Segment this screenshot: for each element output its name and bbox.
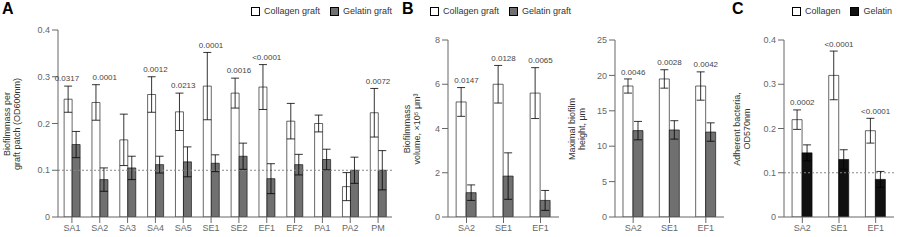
svg-text:EF2: EF2 [286,223,303,233]
svg-text:0.0016: 0.0016 [227,66,252,75]
svg-text:0.1: 0.1 [37,165,50,175]
svg-text:0.0213: 0.0213 [171,81,196,90]
html-text:Gelatin: Gelatin [863,6,892,16]
html-text:Gelatin graft: Gelatin graft [522,6,572,16]
html-text:Maximal biofilm: Maximal biofilm [567,97,577,160]
svg-text:0.3: 0.3 [37,72,50,82]
html-text:Biofilmmass per: Biofilmmass per [2,91,12,156]
html-text:height, μm: height, μm [577,107,587,150]
svg-text:SA2: SA2 [794,223,811,233]
svg-text:SE1: SE1 [661,223,678,233]
svg-text:0.0147: 0.0147 [454,76,479,85]
svg-text:EF1: EF1 [532,223,549,233]
html-text:Adherent bacteria,: Adherent bacteria, [732,91,742,166]
svg-text:0.4: 0.4 [37,25,50,35]
svg-text:SA3: SA3 [119,223,136,233]
svg-text:5: 5 [602,177,607,187]
svg-text:PA1: PA1 [314,223,330,233]
html-text:graft patch (OD600nm): graft patch (OD600nm) [12,77,22,170]
html-text:volume, ×10⁵ μm³: volume, ×10⁵ μm³ [412,92,422,165]
svg-text:2: 2 [435,168,440,178]
svg-text:0.0001: 0.0001 [93,73,118,82]
svg-text:SE1: SE1 [830,223,847,233]
svg-text:PM: PM [371,223,385,233]
svg-text:SA5: SA5 [175,223,192,233]
html-text:Biofilmmass: Biofilmmass [402,104,412,153]
svg-text:0: 0 [771,212,776,222]
svg-text:6: 6 [435,79,440,89]
html-text:B: B [402,0,414,17]
svg-text:SA2: SA2 [91,223,108,233]
svg-text:0: 0 [435,212,440,222]
svg-text:0.0128: 0.0128 [491,54,516,63]
html-text:Collagen graft: Collagen graft [263,6,320,16]
html-text:C: C [732,0,744,17]
svg-text:0.0072: 0.0072 [366,77,391,86]
svg-text:EF1: EF1 [258,223,275,233]
svg-text:SA4: SA4 [147,223,164,233]
svg-text:EF1: EF1 [698,223,715,233]
svg-text:20: 20 [597,71,607,81]
svg-text:0.1: 0.1 [763,168,776,178]
svg-text:10: 10 [597,141,607,151]
svg-text:SA1: SA1 [63,223,80,233]
svg-text:0.0001: 0.0001 [199,41,224,50]
svg-text:0.0002: 0.0002 [790,98,815,107]
svg-text:0.0065: 0.0065 [528,56,553,65]
svg-text:0: 0 [602,212,607,222]
svg-text:0.0046: 0.0046 [621,68,646,77]
html-text:A: A [2,0,14,17]
svg-text:0: 0 [45,212,50,222]
html-text:Collagen graft: Collagen graft [443,6,499,16]
svg-text:0.0042: 0.0042 [694,60,719,69]
html-text:Collagen: Collagen [804,6,841,16]
svg-text:PA2: PA2 [342,223,358,233]
svg-text:SE2: SE2 [230,223,247,233]
svg-text:<0.0001: <0.0001 [824,40,854,49]
svg-text:0.0028: 0.0028 [657,58,682,67]
svg-text:0.3: 0.3 [763,79,776,89]
svg-text:8: 8 [435,35,440,45]
html-text:Gelatin graft: Gelatin graft [343,6,392,16]
svg-text:EF1: EF1 [867,223,884,233]
svg-text:<0.0001: <0.0001 [861,107,891,116]
svg-text:<0.0001: <0.0001 [252,53,282,62]
svg-text:0.2: 0.2 [763,124,776,134]
svg-text:0.0317: 0.0317 [55,74,80,83]
svg-text:25: 25 [597,35,607,45]
svg-text:SA2: SA2 [625,223,642,233]
svg-text:SE1: SE1 [203,223,220,233]
svg-text:4: 4 [435,124,440,134]
svg-text:0.0012: 0.0012 [143,65,168,74]
html-text:OD570nm: OD570nm [742,108,752,149]
svg-text:0.2: 0.2 [37,119,50,129]
svg-text:15: 15 [597,106,607,116]
svg-text:0.4: 0.4 [763,35,776,45]
svg-text:SE1: SE1 [495,223,512,233]
svg-text:SA2: SA2 [458,223,475,233]
